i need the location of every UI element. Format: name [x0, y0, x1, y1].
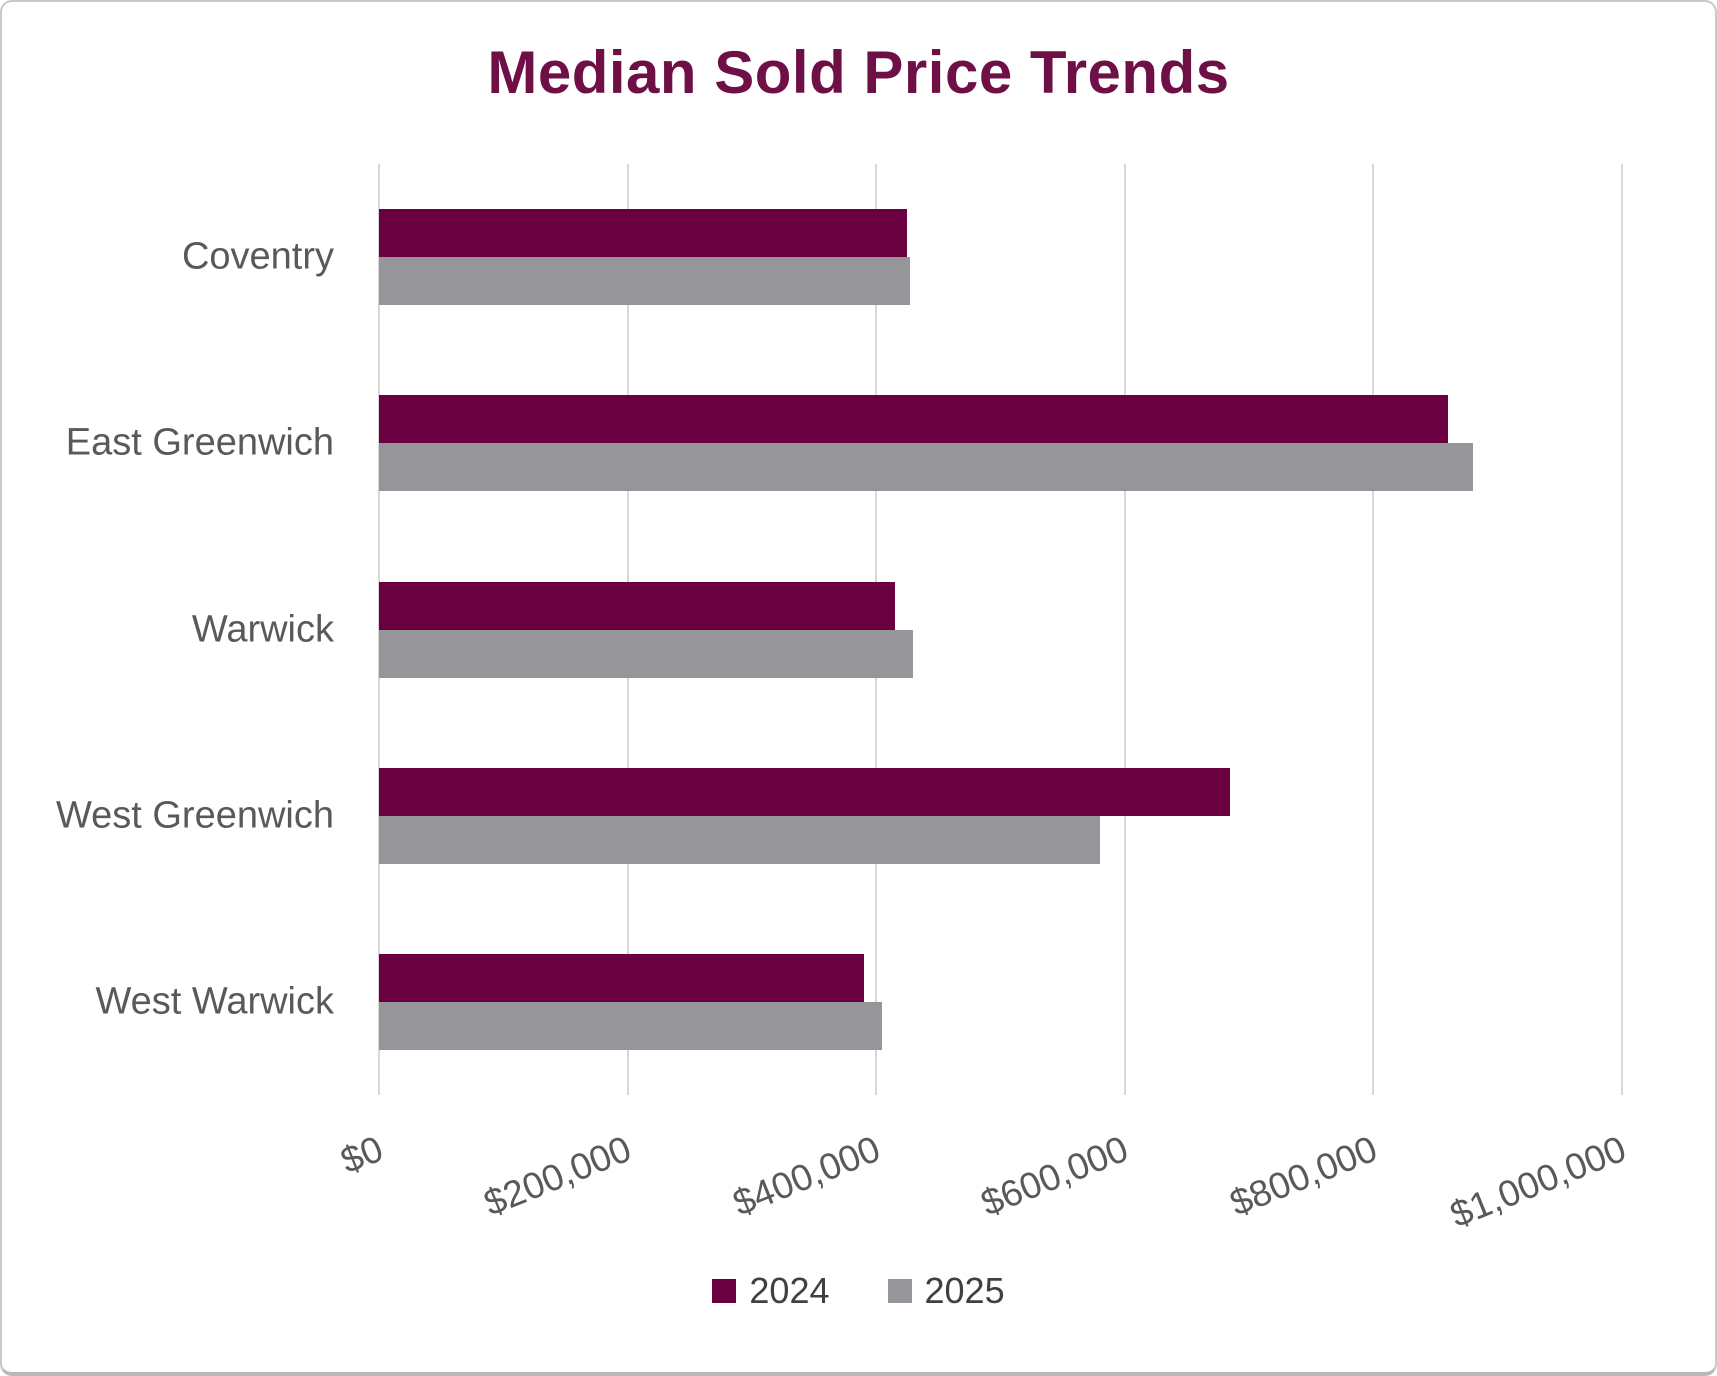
bar-west-warwick-2025: [379, 1001, 883, 1050]
legend-item-2025: 2025: [887, 1270, 1005, 1312]
x-tick-label-3: $600,000: [975, 1128, 1135, 1224]
x-tick-label-2: $400,000: [727, 1128, 886, 1224]
gridline-x-4: [1372, 164, 1375, 1095]
bar-warwick-2025: [379, 629, 914, 678]
legend-label-2025: 2025: [924, 1270, 1005, 1311]
category-label-west-warwick: West Warwick: [95, 980, 334, 1023]
category-label-east-greenwich: East Greenwich: [65, 421, 334, 464]
bar-west-greenwich-2024: [379, 767, 1231, 816]
category-label-coventry: Coventry: [181, 235, 334, 278]
gridline-x-3: [1123, 164, 1126, 1095]
bar-east-greenwich-2024: [379, 395, 1448, 444]
chart-title: Median Sold Price Trends: [487, 39, 1230, 106]
category-axis: Coventry East Greenwich Warwick West Greenw…: [2, 164, 334, 1095]
bar-west-greenwich-2025: [379, 815, 1100, 864]
bar-east-greenwich-2025: [379, 443, 1473, 492]
gridline-x-5: [1621, 164, 1623, 1095]
x-tick-label-1: $200,000: [478, 1128, 637, 1224]
x-tick-label-4: $800,000: [1224, 1128, 1383, 1224]
bar-coventry-2025: [379, 257, 910, 306]
x-tick-label-5: $1,000,000: [1444, 1128, 1632, 1236]
category-label-west-greenwich: West Greenwich: [55, 794, 334, 837]
bar-warwick-2024: [379, 581, 895, 630]
x-tick-label-0: $0: [334, 1128, 389, 1182]
bar-coventry-2024: [379, 209, 908, 258]
plot-area: [378, 164, 1623, 1095]
category-label-warwick: Warwick: [191, 608, 334, 650]
bar-west-warwick-2024: [379, 953, 864, 1002]
legend-swatch-2025: [887, 1279, 912, 1303]
legend-swatch-2024: [712, 1279, 737, 1303]
legend-label-2024: 2024: [749, 1270, 830, 1311]
legend-item-2024: 2024: [712, 1270, 830, 1312]
legend: 2024 2025: [2, 1270, 1715, 1312]
